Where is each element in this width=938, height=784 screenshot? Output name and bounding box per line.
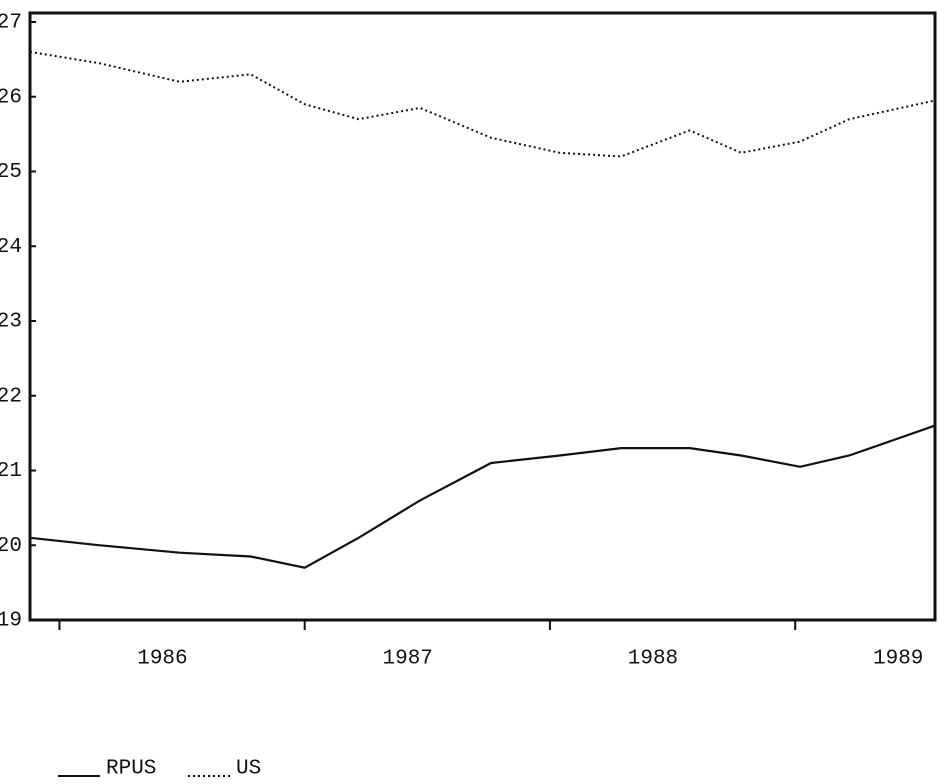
x-tick-label: 1986 <box>137 648 187 671</box>
plot-frame <box>28 11 937 622</box>
y-tick-label: 21 <box>0 460 22 483</box>
x-tick-label: 1987 <box>382 648 432 671</box>
y-tick-label: 23 <box>0 311 22 334</box>
y-tick-label: 25 <box>0 161 22 184</box>
y-tick-label: 26 <box>0 86 22 109</box>
series-line <box>29 50 936 158</box>
y-tick-label: 22 <box>0 385 22 408</box>
x-tick-label: 1989 <box>873 648 923 671</box>
y-tick-label: 27 <box>0 12 22 35</box>
legend-label: RPUS <box>106 758 156 781</box>
x-tick-label: 1988 <box>628 648 678 671</box>
y-tick-label: 24 <box>0 236 22 259</box>
series-line <box>29 424 936 569</box>
legend-label: US <box>236 758 261 781</box>
y-tick-label: 20 <box>0 535 22 558</box>
y-tick-label: 19 <box>0 610 22 633</box>
